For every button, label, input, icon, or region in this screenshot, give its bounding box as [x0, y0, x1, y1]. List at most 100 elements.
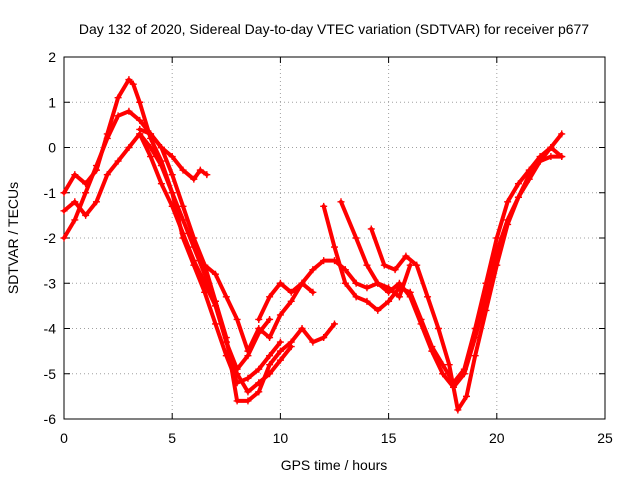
- data-point: [406, 261, 414, 269]
- data-point: [413, 261, 421, 269]
- data-point: [320, 334, 328, 342]
- data-point: [60, 189, 68, 197]
- data-point: [547, 153, 555, 161]
- y-tick-label: -3: [44, 275, 57, 291]
- y-tick-label: -5: [44, 366, 57, 382]
- data-point: [352, 279, 360, 287]
- data-point: [558, 130, 566, 138]
- data-point: [276, 311, 284, 319]
- data-point: [363, 297, 371, 305]
- y-tick-label: -4: [44, 321, 57, 337]
- data-point: [179, 229, 187, 237]
- series-line: [137, 127, 209, 182]
- y-axis-label: SDTVAR / TECUs: [5, 182, 21, 294]
- data-point: [103, 171, 111, 179]
- data-point: [92, 198, 100, 206]
- x-tick-label: 10: [273, 430, 289, 446]
- y-tick-label: 1: [48, 94, 56, 110]
- data-point: [125, 144, 133, 151]
- data-point: [168, 153, 176, 161]
- data-point: [417, 320, 425, 328]
- data-point: [406, 293, 414, 301]
- data-point: [168, 171, 176, 179]
- data-point: [71, 171, 79, 179]
- data-point: [482, 306, 490, 314]
- data-point: [190, 239, 198, 247]
- y-tick-label: -6: [44, 411, 57, 427]
- data-point: [471, 352, 479, 360]
- data-point: [266, 334, 274, 342]
- x-tick-label: 5: [168, 430, 176, 446]
- series-arc-5: [136, 130, 338, 405]
- data-point: [190, 257, 198, 265]
- data-point: [385, 297, 393, 305]
- data-point: [374, 279, 382, 287]
- data-point: [434, 325, 442, 332]
- data-point: [266, 315, 274, 323]
- series-arc-10: [367, 130, 566, 414]
- data-point: [424, 293, 432, 301]
- x-tick-label: 20: [489, 430, 505, 446]
- data-point: [266, 361, 274, 369]
- data-point: [222, 293, 230, 301]
- y-tick-label: -1: [44, 185, 57, 201]
- data-point: [211, 320, 219, 328]
- data-point: [266, 293, 274, 301]
- data-point: [266, 352, 274, 360]
- data-point: [168, 202, 176, 210]
- y-tick-label: 0: [48, 140, 56, 156]
- data-point: [320, 202, 328, 210]
- data-point: [363, 284, 371, 292]
- data-point: [179, 166, 187, 174]
- data-point: [558, 153, 566, 161]
- data-point: [255, 315, 263, 323]
- data-point: [276, 338, 284, 346]
- data-point: [233, 397, 241, 405]
- data-point: [114, 157, 122, 165]
- data-point: [463, 392, 471, 400]
- data-point: [157, 180, 165, 188]
- data-point: [244, 397, 252, 405]
- data-point: [276, 356, 284, 364]
- data-point: [114, 94, 122, 102]
- data-point: [255, 325, 263, 332]
- series-arc-9: [337, 153, 566, 391]
- data-point: [363, 261, 371, 269]
- data-point: [244, 347, 252, 355]
- y-tick-label: -2: [44, 230, 57, 246]
- data-point: [428, 347, 436, 355]
- data-point: [233, 370, 241, 378]
- data-point: [147, 153, 155, 161]
- data-point: [385, 288, 393, 296]
- x-tick-label: 15: [381, 430, 397, 446]
- data-point: [201, 261, 209, 269]
- data-point: [352, 234, 360, 242]
- data-point: [391, 266, 399, 274]
- data-point: [493, 261, 501, 269]
- data-point: [211, 297, 219, 305]
- data-point: [168, 189, 176, 197]
- data-point: [402, 252, 410, 260]
- data-point: [82, 211, 90, 219]
- x-axis-label: GPS time / hours: [281, 457, 388, 473]
- data-point: [536, 157, 544, 165]
- data-point: [276, 279, 284, 287]
- data-point: [445, 361, 453, 369]
- data-point: [157, 162, 165, 170]
- data-point: [222, 334, 230, 342]
- data-point: [60, 207, 68, 215]
- data-point: [125, 76, 133, 84]
- data-point: [380, 261, 388, 269]
- series-line: [191, 240, 315, 354]
- data-point: [525, 175, 533, 183]
- data-point: [244, 374, 252, 382]
- data-point: [514, 193, 522, 201]
- data-point: [255, 388, 263, 396]
- data-point: [136, 130, 144, 138]
- data-point: [337, 198, 345, 206]
- data-point: [454, 406, 462, 414]
- data-point: [331, 320, 338, 328]
- y-tick-label: 2: [48, 49, 56, 65]
- data-point: [460, 370, 468, 378]
